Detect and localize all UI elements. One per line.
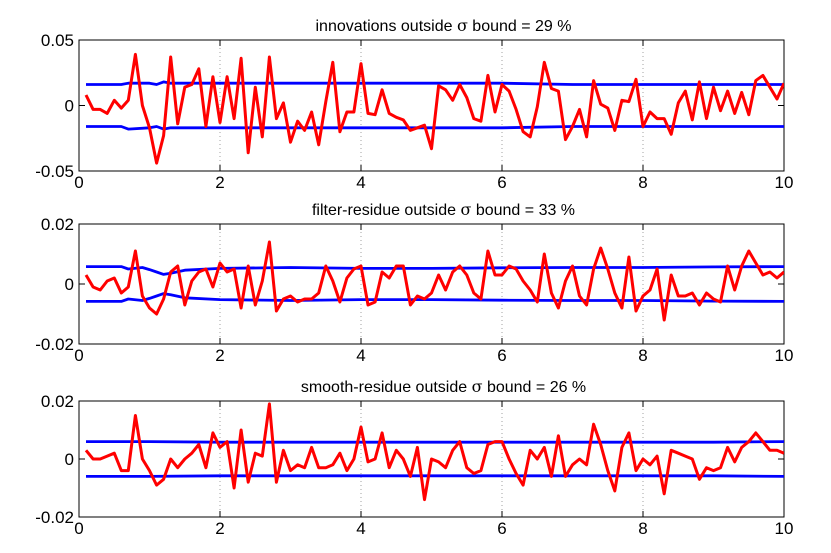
x-tick-label: 8 — [638, 519, 647, 538]
subplot-title: innovations outside σ bound = 29 % — [316, 16, 572, 35]
y-tick-label: 0 — [65, 275, 74, 294]
x-tick-label: 10 — [775, 173, 794, 192]
x-tick-label: 8 — [638, 173, 647, 192]
title-text: bound = 33 % — [471, 202, 575, 219]
x-tick-label: 4 — [356, 173, 365, 192]
title-text: smooth-residue outside — [301, 379, 472, 396]
x-tick-label: 6 — [497, 519, 506, 538]
sigma-symbol: σ — [472, 377, 483, 396]
subplot-title: filter-residue outside σ bound = 33 % — [312, 200, 575, 219]
title-text: innovations outside — [316, 18, 457, 35]
x-tick-label: 8 — [638, 346, 647, 365]
y-tick-label: -0.02 — [35, 335, 74, 354]
x-tick-label: 0 — [74, 346, 83, 365]
x-tick-label: 10 — [775, 519, 794, 538]
x-tick-label: 0 — [74, 519, 83, 538]
title-text: bound = 29 % — [468, 18, 572, 35]
axes-box — [78, 223, 785, 345]
y-tick-label: -0.02 — [35, 508, 74, 527]
x-tick-label: 4 — [356, 519, 365, 538]
x-tick-label: 2 — [215, 519, 224, 538]
y-tick-label: 0.05 — [41, 31, 74, 50]
residual-series-line — [84, 402, 784, 502]
x-tick-label: 6 — [497, 346, 506, 365]
x-tick-label: 6 — [497, 173, 506, 192]
title-text: bound = 26 % — [483, 379, 587, 396]
title-text: filter-residue outside — [312, 202, 461, 219]
residual-series-line — [84, 240, 784, 322]
x-tick-label: 0 — [74, 173, 83, 192]
subplot-title: smooth-residue outside σ bound = 26 % — [301, 377, 586, 396]
y-tick-label: 0.02 — [41, 392, 74, 411]
sigma-symbol: σ — [457, 16, 468, 35]
x-tick-label: 4 — [356, 346, 365, 365]
sigma-symbol: σ — [460, 200, 471, 219]
y-tick-label: 0 — [65, 450, 74, 469]
x-tick-label: 10 — [775, 346, 794, 365]
x-tick-label: 2 — [215, 346, 224, 365]
x-tick-label: 2 — [215, 173, 224, 192]
residual-series-line — [84, 52, 784, 165]
y-tick-label: 0 — [65, 97, 74, 116]
y-tick-label: -0.05 — [35, 162, 74, 181]
lower-bound-line — [86, 125, 784, 131]
upper-bound-line — [86, 440, 784, 444]
lower-bound-line — [86, 474, 784, 478]
y-tick-label: 0.02 — [41, 215, 74, 234]
